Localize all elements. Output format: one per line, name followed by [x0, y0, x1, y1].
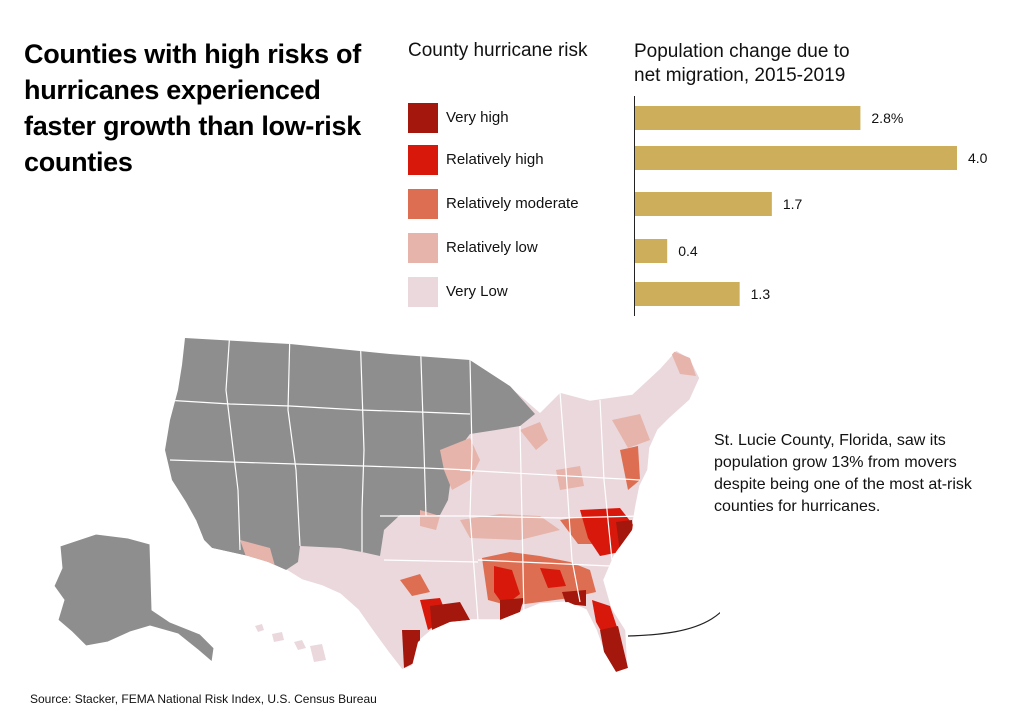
map-no-data-region [165, 338, 535, 570]
annotation-text: St. Lucie County, Florida, saw its popul… [714, 432, 972, 515]
annotation-leader-line [627, 611, 720, 637]
legend-label: Relatively moderate [446, 195, 579, 212]
legend-label: Very high [446, 109, 509, 126]
map-hawaii [255, 624, 326, 662]
legend-swatch [408, 233, 438, 263]
bar-chart-title-line2: net migration, 2015-2019 [634, 65, 846, 86]
bar-value-label: 1.7 [783, 196, 803, 212]
chart-title: Counties with high risks of hurricanes e… [24, 39, 361, 177]
legend-title: County hurricane risk [408, 40, 588, 61]
bar-very-low [635, 282, 740, 306]
legend-swatch [408, 103, 438, 133]
map-alaska [53, 533, 215, 663]
bar-chart-title-line1: Population change due to [634, 41, 850, 62]
bar-value-label: 4.0 [968, 150, 988, 166]
bar-value-label: 1.3 [751, 286, 771, 302]
bar-value-label: 0.4 [678, 243, 698, 259]
legend-swatch [408, 189, 438, 219]
bar-relatively-high [635, 146, 957, 170]
legend-swatch [408, 277, 438, 307]
bar-relatively-moderate [635, 192, 772, 216]
us-county-hurricane-risk-map [53, 337, 720, 673]
bar-very-high [635, 106, 861, 130]
legend-label: Relatively low [446, 239, 538, 256]
bar-chart-title: Population change due to net migration, … [634, 40, 850, 88]
map-state-borders [165, 338, 641, 621]
legend-label: Very Low [446, 283, 508, 300]
legend-swatch [408, 145, 438, 175]
bar-relatively-low [635, 239, 668, 263]
source-note: Source: Stacker, FEMA National Risk Inde… [30, 692, 377, 706]
bar-chart: 2.8% 4.0 1.7 0.4 1.3 [634, 96, 988, 316]
legend-label: Relatively high [446, 151, 544, 168]
bar-value-label: 2.8% [871, 110, 903, 126]
